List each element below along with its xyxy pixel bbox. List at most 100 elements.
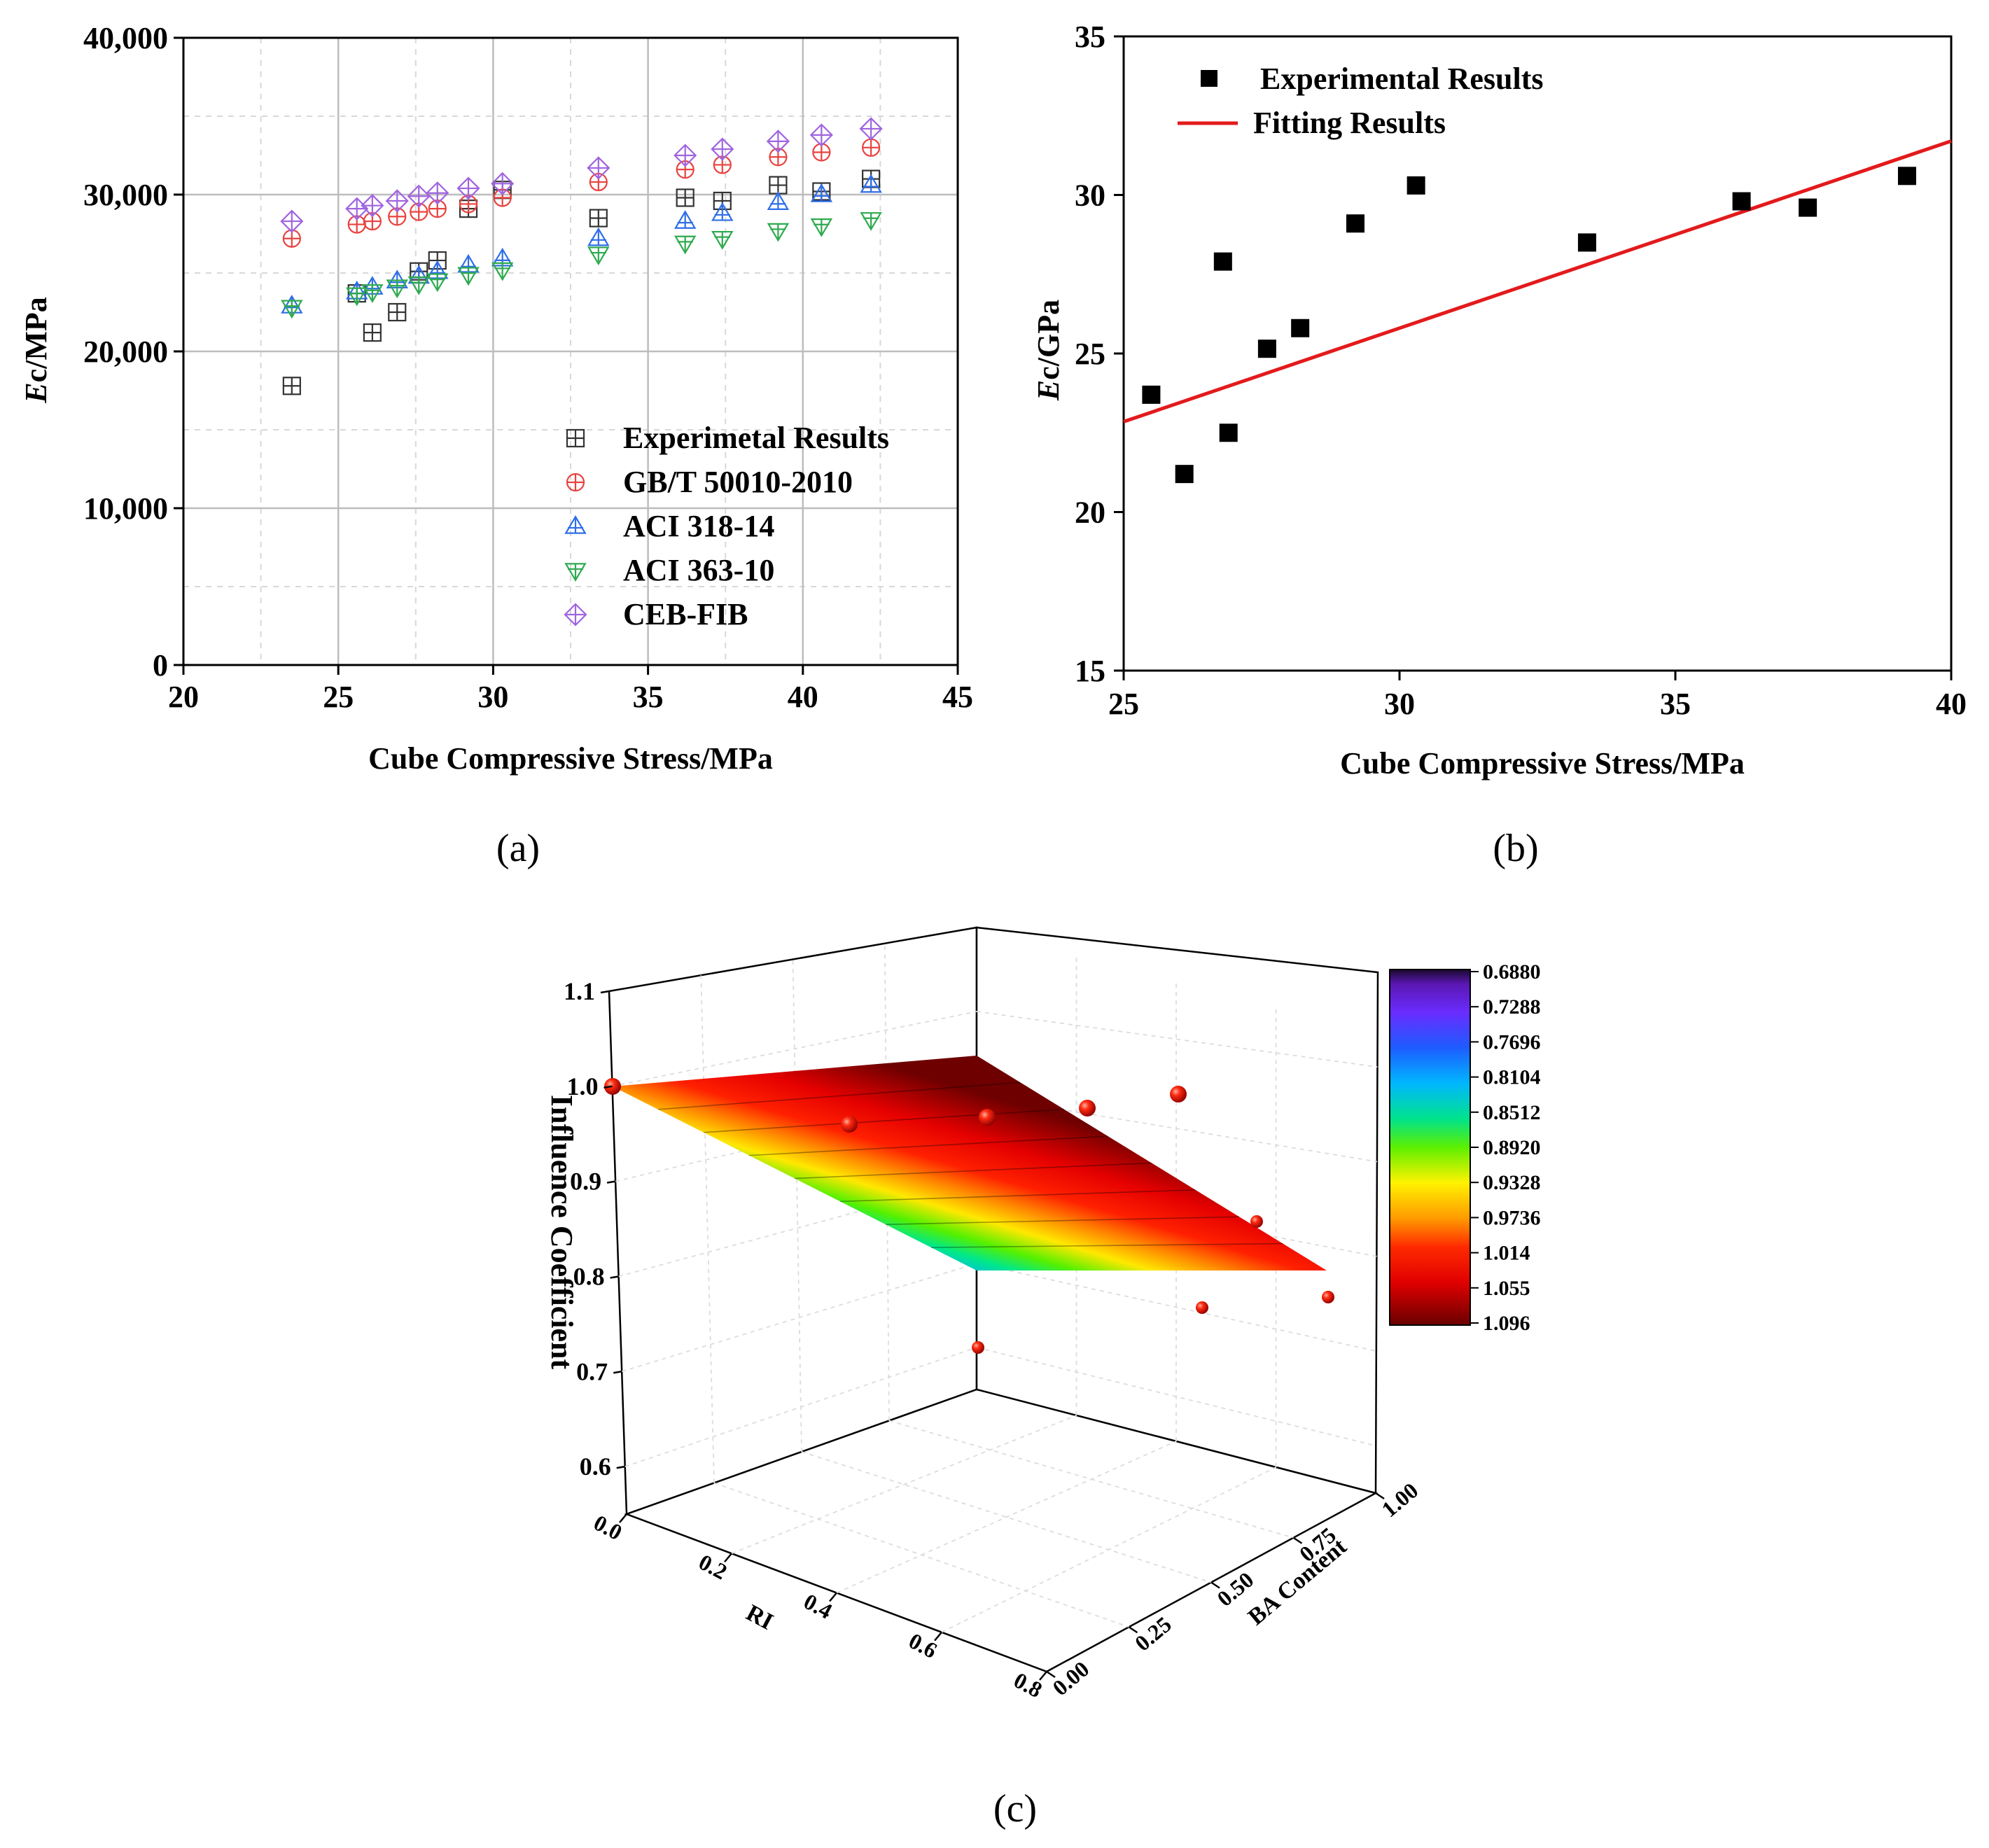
- y-tick-label: 15: [1075, 654, 1105, 688]
- marker-square: [1213, 252, 1232, 271]
- marker-square: [1577, 233, 1596, 252]
- data-point: [1577, 233, 1596, 252]
- data-point: [456, 176, 480, 200]
- data-point: [587, 227, 610, 246]
- panel-a-label: (a): [496, 827, 540, 870]
- data-point: [676, 188, 695, 207]
- panel-b-y-ticks: 15 20 25 30 35: [1075, 20, 1124, 688]
- data-point: [281, 300, 303, 319]
- data-point: [766, 130, 790, 153]
- data-point-sphere: [604, 1078, 621, 1095]
- ri-tick-label: 0.2: [695, 1549, 731, 1585]
- colorbar-tick-label: 0.7696: [1483, 1030, 1541, 1054]
- panel-a-y-ticks: 0 10,000 20,000 30,000 40,000: [83, 21, 183, 682]
- x-tick-label: 35: [633, 680, 664, 714]
- y-tick-label: 40,000: [83, 21, 168, 55]
- marker-square: [1799, 198, 1817, 217]
- data-point-sphere: [1322, 1291, 1334, 1303]
- colorbar-tick-label: 0.8512: [1483, 1101, 1541, 1124]
- x-tick-label: 30: [1384, 687, 1415, 721]
- y-tick-label: 0: [153, 648, 168, 682]
- surface-contour: [885, 1216, 1240, 1226]
- x-tick-label: 35: [1660, 687, 1691, 721]
- data-point: [769, 176, 788, 195]
- z-tick-label: 0.9: [570, 1168, 601, 1196]
- grid-line: [612, 1011, 977, 1087]
- legend-label: GB/T 50010-2010: [623, 465, 853, 499]
- x-tick-label: 30: [477, 680, 508, 714]
- colorbar-tick-label: 0.8104: [1483, 1066, 1541, 1089]
- z-tick-label: 0.8: [573, 1262, 605, 1290]
- colorbar-tick-label: 0.9736: [1483, 1206, 1541, 1229]
- data-point: [426, 273, 449, 293]
- colorbar-tick-label: 1.055: [1483, 1277, 1530, 1300]
- z-tick-label: 0.6: [580, 1452, 611, 1480]
- x-tick-label: 40: [1936, 687, 1967, 721]
- ba-tick-label: 1.00: [1376, 1478, 1423, 1522]
- data-point: [589, 209, 608, 227]
- data-point: [1897, 167, 1916, 186]
- panel-a: 20 25 30 35 40 45 0 10,000 20,000 30,000 40,000 C…: [19, 21, 973, 870]
- panel-c-label: (c): [993, 1787, 1037, 1830]
- data-point: [711, 202, 734, 221]
- ri-tick-mark: [934, 1631, 942, 1642]
- ba-tick-mark: [1046, 1670, 1056, 1679]
- data-point: [674, 210, 697, 229]
- data-point: [1732, 192, 1751, 211]
- x-tick-label: 20: [168, 680, 199, 714]
- data-point: [491, 172, 515, 195]
- ba-tick-mark: [1292, 1536, 1303, 1544]
- z-tick-mark: [610, 1275, 619, 1279]
- x-tick-label: 45: [942, 680, 973, 714]
- colorbar-tick-label: 1.096: [1483, 1312, 1530, 1335]
- z-tick-label: 0.7: [576, 1357, 608, 1385]
- data-point: [407, 184, 431, 208]
- marker-square: [1291, 318, 1310, 337]
- panel-a-y-axis-title: Ec/MPa: [19, 297, 53, 404]
- grid-line: [888, 1420, 1294, 1539]
- panel-b-axes: [1122, 35, 1953, 672]
- data-point: [385, 189, 409, 213]
- panel-c-surface-contours: [657, 1082, 1283, 1248]
- data-point: [809, 123, 833, 147]
- grid-line: [618, 1179, 977, 1278]
- data-point-sphere: [1170, 1086, 1187, 1102]
- ri-tick-mark: [1039, 1671, 1047, 1681]
- y-tick-label: 10,000: [83, 491, 168, 526]
- panel-a-markers: [280, 117, 883, 396]
- marker-square: [1407, 176, 1425, 195]
- surface-contour: [703, 1108, 1065, 1133]
- data-point: [1219, 424, 1238, 442]
- z-tick-mark: [613, 1371, 622, 1374]
- data-point: [280, 209, 304, 233]
- marker-square: [1201, 70, 1217, 87]
- y-tick-label: 35: [1075, 20, 1105, 54]
- data-point: [1257, 340, 1276, 358]
- data-point-sphere: [972, 1341, 984, 1354]
- ba-tick-mark: [1375, 1492, 1385, 1500]
- data-point-sphere: [841, 1116, 858, 1133]
- data-point: [282, 377, 301, 396]
- data-point: [361, 284, 384, 303]
- data-point: [711, 137, 734, 161]
- panel-a-x-axis-title: Cube Compressive Stress/MPa: [368, 741, 773, 776]
- data-point: [346, 287, 368, 307]
- legend-marker: [1201, 70, 1217, 87]
- legend-marker: [566, 428, 585, 448]
- grid-line: [621, 1263, 977, 1373]
- panel-b-legend: Experimental Results Fitting Results: [1178, 62, 1544, 140]
- data-point: [810, 183, 833, 202]
- data-point: [674, 144, 697, 167]
- surface-contour: [657, 1082, 1021, 1110]
- data-point: [1291, 318, 1310, 337]
- surface-contour: [839, 1189, 1196, 1203]
- marker-square: [1257, 340, 1276, 358]
- grid-line: [700, 975, 715, 1483]
- y-tick-label: 25: [1075, 337, 1105, 371]
- marker-square: [1142, 385, 1161, 404]
- data-point: [767, 191, 790, 210]
- legend-marker: [564, 515, 587, 534]
- z-tick-label: 1.0: [567, 1072, 599, 1100]
